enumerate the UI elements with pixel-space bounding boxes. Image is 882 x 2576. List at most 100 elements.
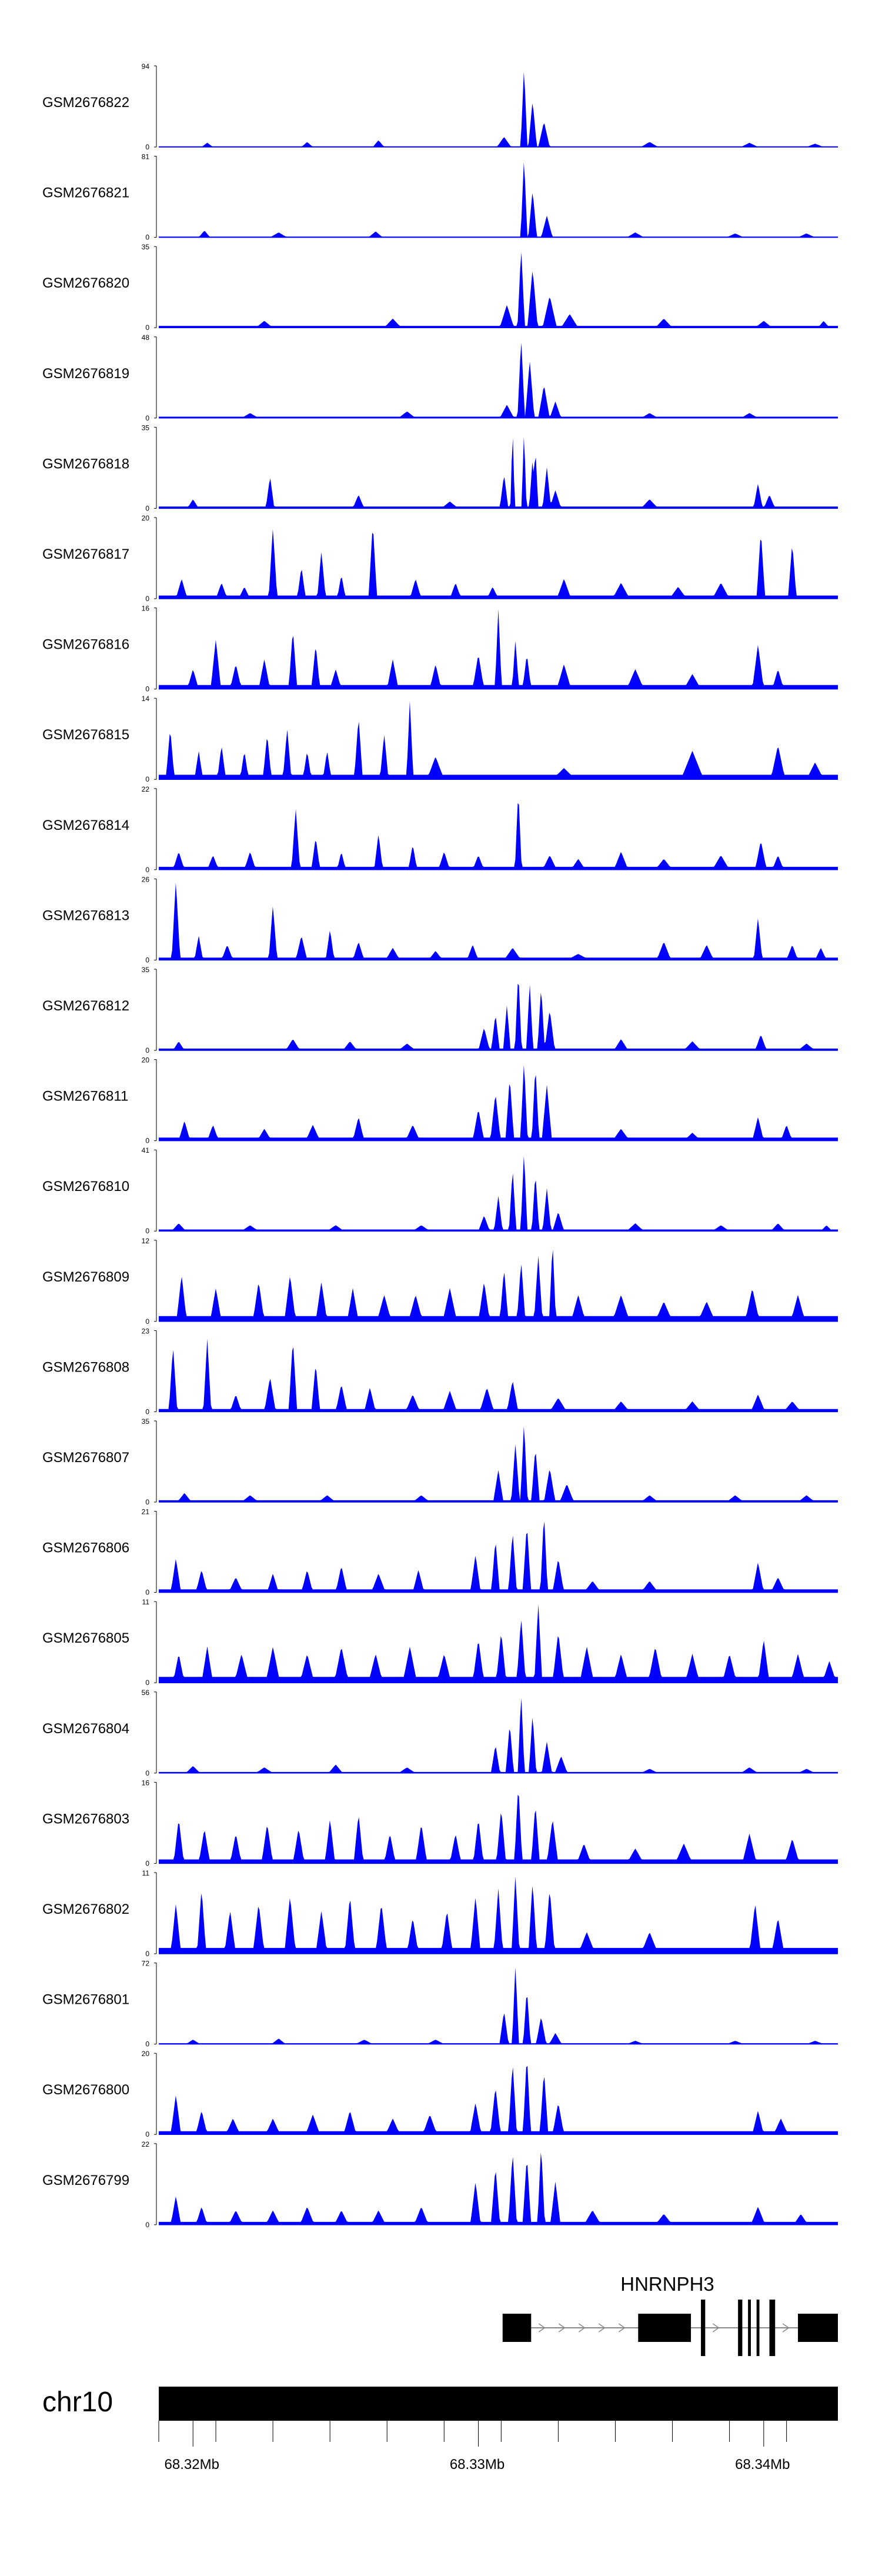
strand-chevron: [538, 2323, 546, 2333]
y-max-label: 12: [142, 1237, 150, 1245]
y-zero-label: 0: [145, 775, 149, 783]
axis-tick-label: 68.33Mb: [450, 2457, 505, 2472]
strand-chevron: [578, 2323, 586, 2333]
y-max-label: 20: [142, 514, 150, 522]
y-zero-label: 0: [145, 2130, 149, 2138]
track-label: GSM2676815: [42, 727, 129, 743]
y-zero-label: 0: [145, 1589, 149, 1597]
y-max-label: 11: [142, 1869, 150, 1877]
y-zero-label: 0: [145, 1046, 149, 1055]
y-zero-label: 0: [145, 504, 149, 512]
y-max-label: 20: [142, 1056, 150, 1065]
coverage-area: [159, 983, 838, 1050]
coverage-track-GSM2676814: GSM2676814 22 0: [42, 785, 838, 874]
y-zero-label: 0: [145, 1769, 149, 1777]
track-label: GSM2676822: [42, 95, 129, 111]
y-max-label: 23: [142, 1327, 150, 1335]
coverage-area: [159, 252, 838, 328]
y-zero-label: 0: [145, 595, 149, 603]
coverage-track-GSM2676807: GSM2676807 35 0: [42, 1417, 838, 1506]
exon: [638, 2314, 691, 2342]
coverage-track-GSM2676806: GSM2676806 21 0: [42, 1508, 838, 1597]
track-label: GSM2676813: [42, 907, 129, 923]
y-max-label: 16: [142, 1778, 150, 1787]
y-max-label: 94: [142, 62, 150, 71]
y-max-label: 81: [142, 153, 150, 161]
strand-chevron: [782, 2323, 790, 2333]
y-zero-label: 0: [145, 685, 149, 693]
coverage-area: [159, 1876, 838, 1954]
track-label: GSM2676804: [42, 1721, 129, 1737]
exon: [798, 2314, 838, 2342]
coverage-area: [159, 1698, 838, 1773]
y-zero-label: 0: [145, 143, 149, 151]
coverage-track-GSM2676811: GSM2676811 20 0: [42, 1056, 838, 1145]
coverage-track-GSM2676802: GSM2676802 11 0: [42, 1869, 838, 1958]
coverage-track-GSM2676800: GSM2676800 20 0: [42, 2050, 838, 2138]
coverage-area: [159, 2152, 838, 2225]
track-label: GSM2676809: [42, 1269, 129, 1285]
y-max-label: 20: [142, 2050, 150, 2058]
y-zero-label: 0: [145, 956, 149, 964]
track-label: GSM2676799: [42, 2173, 129, 2188]
y-zero-label: 0: [145, 414, 149, 422]
y-max-label: 35: [142, 966, 150, 974]
y-max-label: 22: [142, 2140, 150, 2148]
y-zero-label: 0: [145, 1137, 149, 1145]
coverage-area: [159, 1156, 838, 1232]
track-label: GSM2676811: [42, 1089, 128, 1105]
chromosome-axis: chr10 68.32Mb 68.33Mb 68.34Mb: [42, 2387, 838, 2472]
coverage-area: [159, 437, 838, 509]
track-label: GSM2676821: [42, 185, 129, 201]
track-label: GSM2676801: [42, 1992, 129, 2008]
exon: [748, 2300, 751, 2356]
track-label: GSM2676807: [42, 1450, 129, 1466]
coverage-track-GSM2676817: GSM2676817 20 0: [42, 514, 838, 603]
coverage-track-GSM2676808: GSM2676808 23 0: [42, 1327, 838, 1416]
coverage-track-GSM2676821: GSM2676821 81 0: [42, 153, 838, 242]
gene-name: HNRNPH3: [620, 2273, 714, 2295]
coverage-track-GSM2676809: GSM2676809 12 0: [42, 1237, 838, 1326]
y-zero-label: 0: [145, 1859, 149, 1867]
coverage-area: [159, 1794, 838, 1864]
coverage-tracks: GSM2676822940GSM2676821810GSM2676820350G…: [42, 62, 838, 2229]
coverage-area: [159, 1426, 838, 1502]
coverage-area: [159, 1250, 838, 1322]
coverage-track-GSM2676810: GSM2676810 41 0: [42, 1146, 838, 1235]
coverage-area: [159, 1967, 838, 2044]
track-label: GSM2676800: [42, 2082, 129, 2098]
coverage-track-GSM2676822: GSM2676822 94 0: [42, 62, 838, 151]
coverage-area: [159, 609, 838, 689]
y-max-label: 26: [142, 875, 150, 883]
exon: [738, 2300, 743, 2356]
strand-chevron: [618, 2323, 626, 2333]
coverage-track-GSM2676818: GSM2676818 35 0: [42, 423, 838, 512]
y-zero-label: 0: [145, 1498, 149, 1506]
exon: [769, 2300, 776, 2356]
exon: [701, 2300, 706, 2356]
coverage-area: [159, 162, 838, 238]
y-zero-label: 0: [145, 1227, 149, 1235]
y-max-label: 22: [142, 785, 150, 793]
coverage-track-GSM2676801: GSM2676801 72 0: [42, 1960, 838, 2048]
y-max-label: 41: [142, 1146, 150, 1154]
track-label: GSM2676816: [42, 637, 129, 653]
chromosome-name: chr10: [42, 2387, 113, 2418]
y-zero-label: 0: [145, 233, 149, 242]
track-label: GSM2676808: [42, 1359, 129, 1375]
strand-chevron: [558, 2323, 566, 2333]
strand-chevron: [598, 2323, 606, 2333]
y-zero-label: 0: [145, 1317, 149, 1326]
coverage-area: [159, 529, 838, 599]
chromosome-bar: [159, 2387, 838, 2421]
gene-track: HNRNPH3: [502, 2273, 838, 2356]
exon: [756, 2300, 760, 2356]
track-label: GSM2676814: [42, 817, 129, 833]
coverage-area: [159, 2066, 838, 2135]
y-zero-label: 0: [145, 1407, 149, 1416]
coverage-area: [159, 1604, 838, 1683]
coverage-area: [159, 1339, 838, 1412]
track-label: GSM2676820: [42, 275, 129, 291]
y-zero-label: 0: [145, 866, 149, 874]
